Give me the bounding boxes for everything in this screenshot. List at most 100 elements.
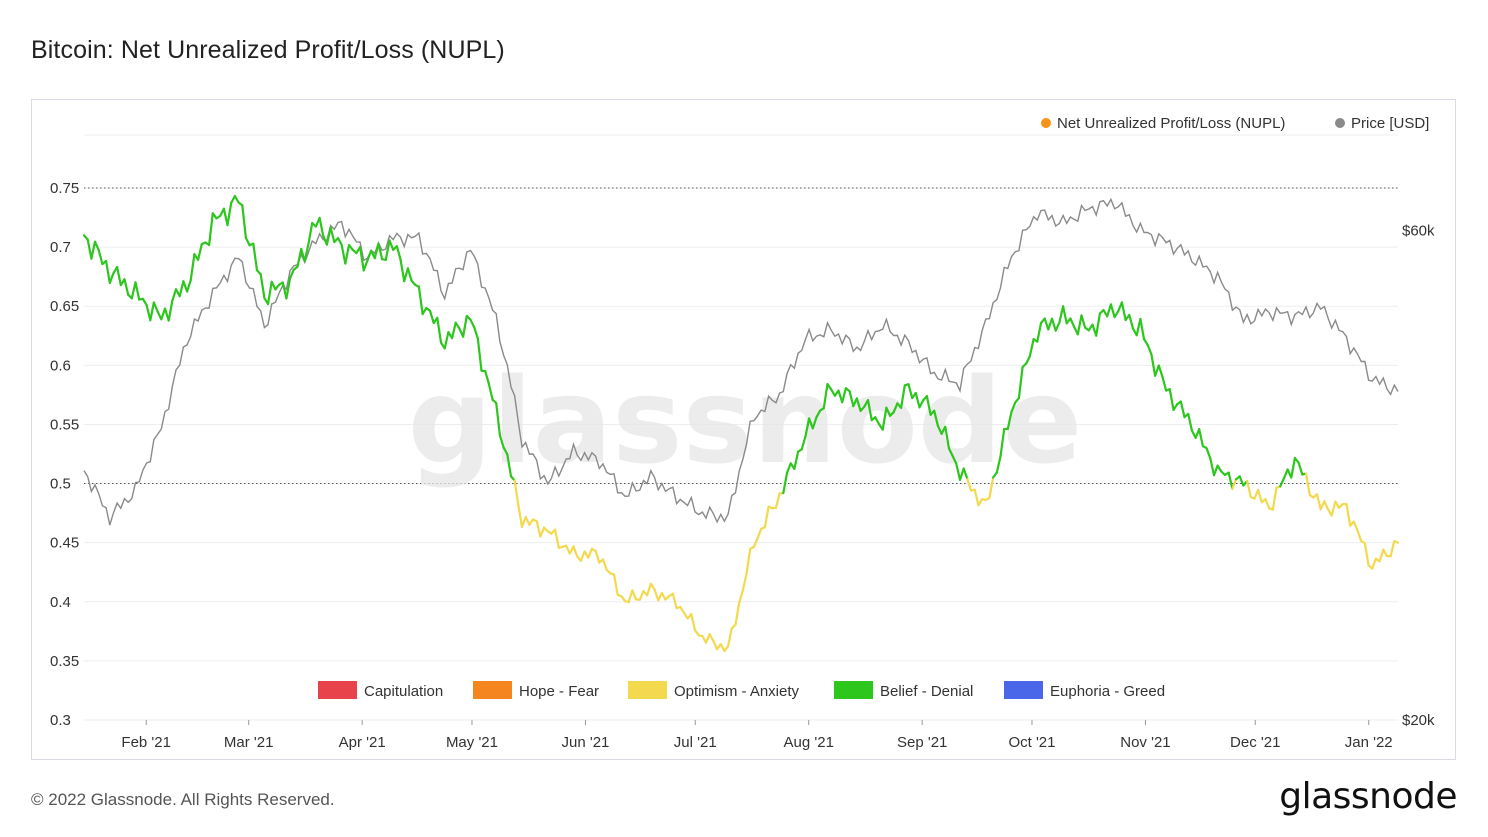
- legend-swatch: [834, 681, 873, 699]
- nupl-segment: [933, 409, 940, 427]
- nupl-segment: [1227, 471, 1234, 490]
- nupl-segment: [885, 406, 892, 417]
- legend-swatch: [318, 681, 357, 699]
- nupl-segment: [336, 237, 343, 246]
- nupl-segment: [690, 612, 697, 632]
- nupl-segment: [384, 239, 391, 261]
- nupl-segment: [1363, 542, 1370, 567]
- nupl-segment: [1334, 500, 1341, 509]
- nupl-segment: [822, 383, 829, 410]
- nupl-segment: [535, 520, 542, 538]
- y-right-tick-label: $60k: [1402, 222, 1435, 239]
- nupl-segment: [638, 590, 645, 601]
- nupl-segment: [1120, 301, 1127, 322]
- x-tick-label: Mar '21: [224, 734, 274, 751]
- nupl-segment: [907, 383, 914, 400]
- nupl-segment: [899, 384, 906, 409]
- nupl-segment: [233, 194, 240, 204]
- nupl-segment: [1330, 500, 1337, 517]
- x-tick-label: Oct '21: [1008, 734, 1055, 751]
- legend-label: Belief - Denial: [880, 683, 973, 700]
- nupl-segment: [848, 390, 855, 408]
- nupl-segment: [1095, 312, 1102, 337]
- nupl-segment: [815, 409, 822, 419]
- nupl-segment: [285, 277, 292, 300]
- nupl-segment: [90, 240, 97, 260]
- nupl-segment: [303, 242, 310, 263]
- nupl-segment: [1109, 303, 1116, 319]
- nupl-segment: [892, 402, 899, 414]
- nupl-segment: [428, 309, 435, 325]
- nupl-segment: [811, 416, 818, 430]
- nupl-segment: [1238, 475, 1245, 487]
- y-tick-label: 0.65: [50, 298, 79, 315]
- nupl-segment: [1352, 520, 1359, 532]
- nupl-segment: [1157, 364, 1164, 378]
- y-tick-label: 0.55: [50, 416, 79, 433]
- nupl-segment: [307, 222, 314, 245]
- nupl-segment: [734, 601, 741, 626]
- nupl-segment: [513, 479, 520, 507]
- nupl-segment: [171, 288, 178, 302]
- nupl-segment: [344, 244, 351, 265]
- y-tick-label: 0.75: [50, 180, 79, 197]
- nupl-segment: [1172, 403, 1179, 411]
- nupl-segment: [1080, 314, 1087, 329]
- nupl-segment: [1050, 317, 1057, 332]
- nupl-segment: [587, 547, 594, 559]
- nupl-segment: [296, 247, 303, 268]
- nupl-segment: [289, 268, 295, 280]
- nupl-segment: [774, 492, 781, 509]
- nupl-segment: [800, 435, 807, 451]
- nupl-segment: [244, 236, 251, 247]
- nupl-segment: [866, 399, 873, 422]
- nupl-segment: [366, 249, 373, 262]
- nupl-segment: [785, 462, 792, 475]
- nupl-segment: [553, 528, 560, 549]
- nupl-segment: [874, 416, 881, 426]
- nupl-segment: [1139, 317, 1146, 341]
- nupl-segment: [962, 467, 969, 481]
- nupl-segment: [403, 267, 409, 283]
- y-tick-label: 0.6: [50, 357, 71, 374]
- nupl-segment: [1076, 314, 1083, 336]
- nupl-segment: [1205, 447, 1212, 460]
- nupl-segment: [130, 281, 137, 300]
- legend-price-label: Price [USD]: [1351, 115, 1429, 132]
- nupl-segment: [1271, 486, 1278, 511]
- nupl-segment: [270, 280, 277, 291]
- nupl-segment: [252, 242, 259, 272]
- nupl-segment: [502, 446, 509, 456]
- nupl-segment: [1128, 313, 1135, 330]
- nupl-segment: [763, 505, 770, 529]
- x-tick-label: Aug '21: [784, 734, 834, 751]
- nupl-segment: [329, 226, 336, 244]
- nupl-segment: [1304, 472, 1311, 496]
- nupl-segment: [436, 316, 443, 344]
- nupl-segment: [830, 388, 837, 397]
- nupl-segment: [1150, 353, 1157, 377]
- legend-swatch: [1004, 681, 1043, 699]
- nupl-segment: [1231, 478, 1238, 490]
- nupl-segment: [182, 280, 189, 293]
- y-right-tick-label: $20k: [1402, 712, 1435, 729]
- nupl-segment: [1153, 364, 1160, 377]
- nupl-segment: [579, 550, 586, 562]
- glassnode-logo[interactable]: glassnode: [1279, 776, 1457, 817]
- nupl-segment: [1216, 464, 1223, 473]
- nupl-segment: [520, 515, 527, 529]
- chart-frame: [31, 99, 1456, 760]
- nupl-segment: [1256, 488, 1263, 504]
- nupl-segment: [1319, 500, 1326, 511]
- nupl-legend-dot: [1041, 118, 1051, 128]
- nupl-segment: [951, 454, 958, 465]
- nupl-segment: [318, 216, 325, 237]
- nupl-segment: [565, 544, 571, 555]
- nupl-segment: [104, 259, 111, 284]
- nupl-segment: [1028, 338, 1035, 358]
- legend-swatch: [473, 681, 512, 699]
- nupl-segment: [1017, 365, 1024, 400]
- nupl-segment: [399, 258, 406, 283]
- nupl-segment: [925, 395, 932, 416]
- nupl-segment: [377, 242, 384, 261]
